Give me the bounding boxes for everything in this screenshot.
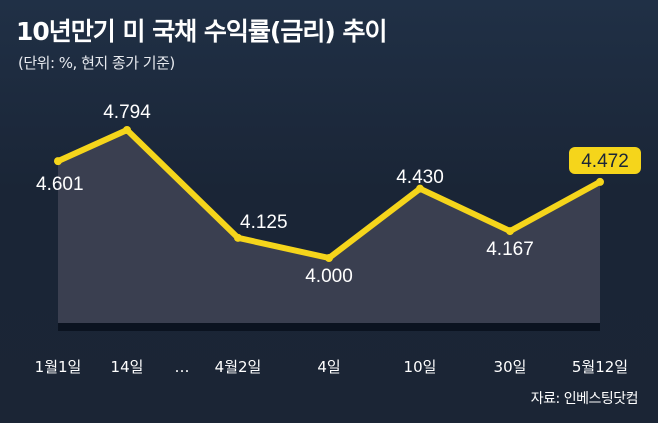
x-tick-label: 1월1일 [35,358,82,376]
value-label: 4.167 [486,239,534,260]
chart-title: 10년만기 미 국채 수익률(금리) 추이 [16,17,387,46]
value-label: 4.125 [240,212,288,233]
data-point [506,227,514,236]
point-label-group: 4.601 4.794 4.125 4.000 4.430 4.167 4.472 [36,102,641,287]
x-tick-label: 5월12일 [572,358,628,376]
x-tick-label: 4월2일 [215,358,262,376]
data-point [596,177,604,186]
chart-baseline [58,323,600,331]
data-point [123,126,131,134]
value-label: 4.794 [103,102,151,123]
x-tick-label: 30일 [494,358,527,376]
value-label: 4.601 [36,174,84,195]
chart-subtitle: (단위: %, 현지 종가 기준) [18,54,175,72]
line-group [54,126,604,262]
data-point [416,184,424,193]
data-point [54,157,62,166]
data-point [325,254,333,262]
x-tick-label: 14일 [111,358,144,376]
highlight-label-box [569,147,641,174]
data-point [234,233,242,242]
value-label: 4.000 [305,266,353,287]
area-fill [58,130,600,327]
x-axis-labels: 1월1일 14일 … 4월2일 4일 10일 30일 5월12일 [35,358,628,376]
value-label: 4.430 [396,167,444,188]
area-fill-group [58,130,600,327]
x-tick-label: 4일 [317,358,340,376]
value-label: 4.472 [581,151,629,172]
x-tick-label: 10일 [404,358,437,376]
source-note: 자료: 인베스팅닷컴 [530,391,639,407]
x-tick-label: … [175,358,190,376]
